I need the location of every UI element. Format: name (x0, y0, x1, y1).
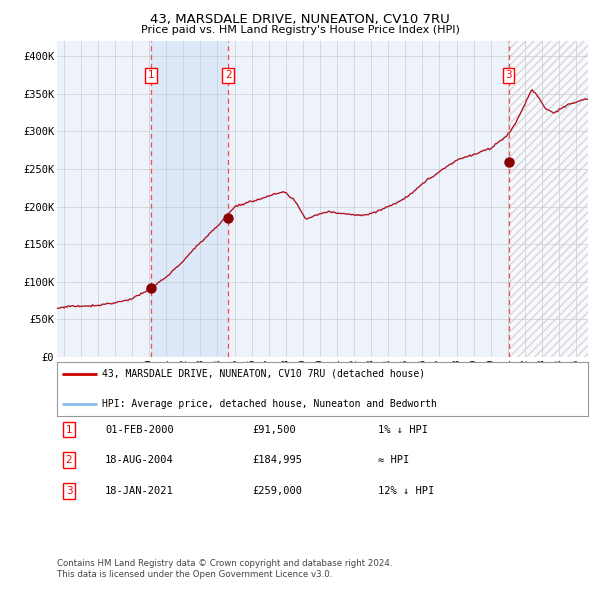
Text: 01-FEB-2000: 01-FEB-2000 (105, 425, 174, 434)
Text: 1: 1 (148, 70, 154, 80)
Text: £91,500: £91,500 (252, 425, 296, 434)
Text: HPI: Average price, detached house, Nuneaton and Bedworth: HPI: Average price, detached house, Nune… (102, 399, 437, 409)
Text: £184,995: £184,995 (252, 455, 302, 465)
Text: 1% ↓ HPI: 1% ↓ HPI (378, 425, 428, 434)
Text: Contains HM Land Registry data © Crown copyright and database right 2024.: Contains HM Land Registry data © Crown c… (57, 559, 392, 568)
Text: 43, MARSDALE DRIVE, NUNEATON, CV10 7RU: 43, MARSDALE DRIVE, NUNEATON, CV10 7RU (150, 13, 450, 26)
Text: 12% ↓ HPI: 12% ↓ HPI (378, 486, 434, 496)
Text: ≈ HPI: ≈ HPI (378, 455, 409, 465)
Bar (151, 41, 228, 357)
Text: 2: 2 (225, 70, 232, 80)
Text: 43, MARSDALE DRIVE, NUNEATON, CV10 7RU (detached house): 43, MARSDALE DRIVE, NUNEATON, CV10 7RU (… (102, 369, 425, 379)
Text: 3: 3 (505, 70, 512, 80)
Text: This data is licensed under the Open Government Licence v3.0.: This data is licensed under the Open Gov… (57, 571, 332, 579)
Text: 18-AUG-2004: 18-AUG-2004 (105, 455, 174, 465)
Text: 2: 2 (65, 455, 73, 465)
Text: Price paid vs. HM Land Registry's House Price Index (HPI): Price paid vs. HM Land Registry's House … (140, 25, 460, 35)
Text: 18-JAN-2021: 18-JAN-2021 (105, 486, 174, 496)
Text: 3: 3 (65, 486, 73, 496)
Text: 1: 1 (65, 425, 73, 434)
Text: £259,000: £259,000 (252, 486, 302, 496)
Bar (509, 41, 600, 357)
